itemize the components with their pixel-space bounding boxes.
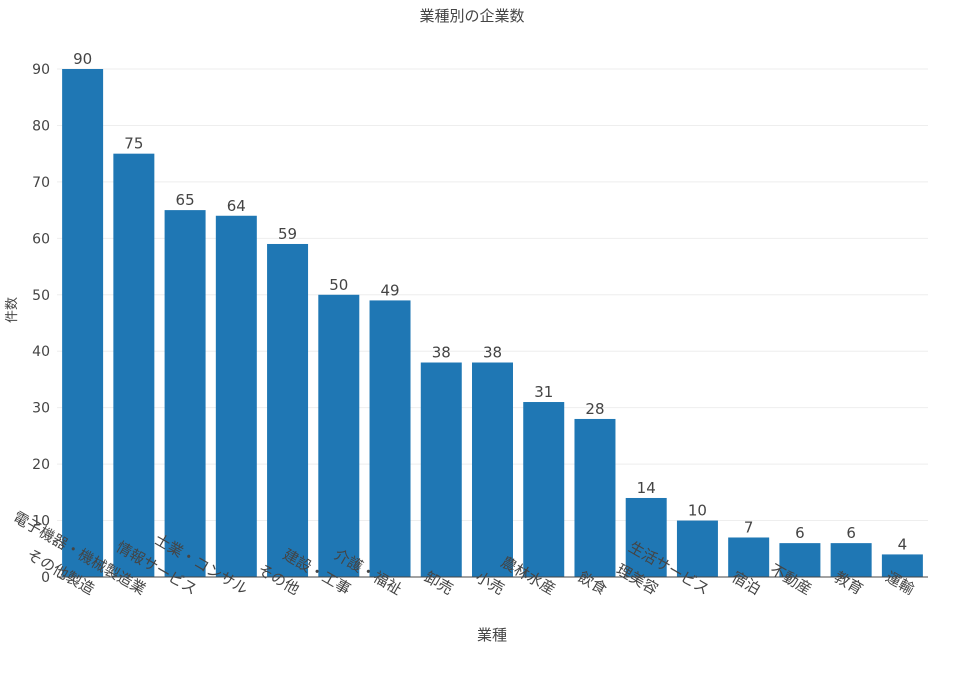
bar [728, 537, 770, 577]
y-tick-label: 20 [32, 457, 50, 473]
bar [369, 300, 411, 577]
bar [676, 520, 718, 577]
data-label: 31 [534, 383, 553, 401]
y-tick-label: 10 [32, 514, 50, 530]
y-tick-label: 70 [32, 175, 50, 191]
bar [881, 554, 923, 577]
bar [625, 497, 667, 577]
data-label: 28 [585, 400, 604, 418]
bar [318, 294, 360, 577]
data-label: 10 [688, 502, 707, 520]
bar [523, 402, 565, 577]
x-axis-title: 業種 [477, 626, 507, 644]
bar [574, 418, 616, 577]
bar [113, 153, 155, 577]
y-tick-label: 50 [32, 288, 50, 304]
bars [62, 69, 923, 577]
data-label: 65 [176, 191, 195, 209]
y-tick-label: 30 [32, 401, 50, 417]
data-label: 4 [898, 535, 908, 553]
data-label: 49 [380, 281, 399, 299]
y-tick-label: 80 [32, 118, 50, 134]
data-label: 6 [795, 524, 805, 542]
y-axis-title: 件数 [5, 297, 20, 323]
data-label: 75 [124, 135, 143, 153]
data-label: 38 [483, 344, 502, 362]
y-tick-label: 90 [32, 62, 50, 78]
data-label: 90 [73, 50, 92, 68]
y-tick-label: 40 [32, 344, 50, 360]
data-label: 38 [432, 344, 451, 362]
y-axis-ticks: 0 10 20 30 40 50 60 70 80 90 [32, 62, 50, 586]
bar [164, 210, 206, 577]
bar [472, 362, 513, 577]
data-label: 59 [278, 225, 297, 243]
data-label: 50 [329, 276, 348, 294]
data-label: 6 [846, 524, 856, 542]
chart-title: 業種別の企業数 [419, 7, 524, 25]
bar [215, 215, 257, 577]
bar [62, 69, 104, 577]
data-label: 64 [227, 197, 246, 215]
bar [420, 362, 462, 577]
bar [267, 243, 309, 577]
bar [830, 543, 872, 577]
data-label: 14 [637, 479, 656, 497]
y-tick-label: 60 [32, 231, 50, 247]
bar [779, 543, 821, 577]
data-label: 7 [744, 518, 754, 536]
y-tick-label: 0 [41, 570, 50, 586]
